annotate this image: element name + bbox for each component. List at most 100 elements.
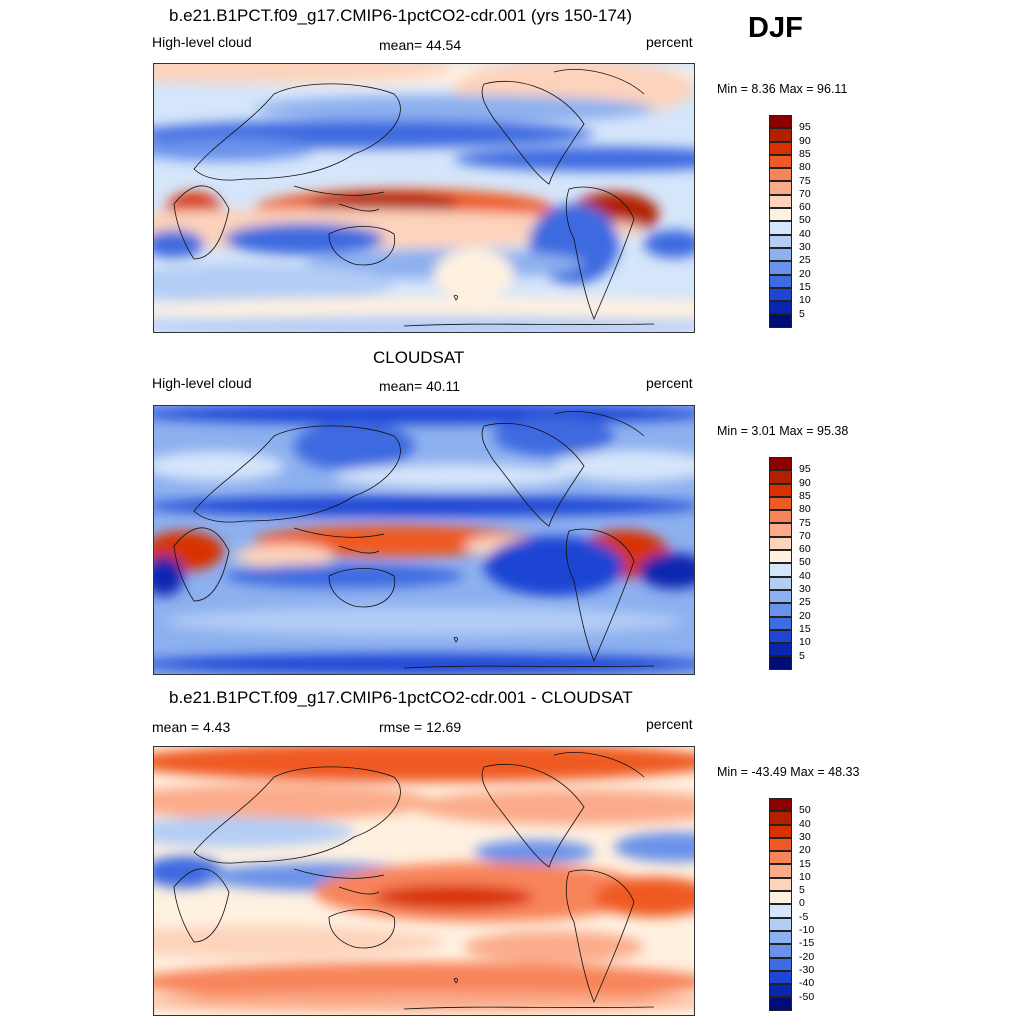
colorbar-segment <box>769 629 792 644</box>
field-contour-region <box>154 654 694 674</box>
field-contour-region <box>254 95 654 123</box>
colorbar-label: 5 <box>799 884 805 897</box>
colorbar-segment <box>769 274 792 288</box>
colorbar-segment <box>769 970 792 985</box>
colorbar-segment <box>769 643 792 657</box>
colorbar-segment <box>769 261 792 275</box>
colorbar-segment <box>769 128 792 142</box>
panel3-mean: mean = 4.43 <box>152 719 231 735</box>
colorbar-label: 70 <box>799 529 811 542</box>
colorbar-segment <box>769 864 792 878</box>
field-contour-region <box>154 992 694 1012</box>
map-field-svg <box>154 747 694 1015</box>
panel2-minmax: Min = 3.01 Max = 95.38 <box>717 424 849 438</box>
field-contour-region <box>644 230 694 258</box>
field-contour-region <box>234 544 334 568</box>
colorbar-label: 20 <box>799 844 811 857</box>
colorbar-label: -40 <box>799 977 815 990</box>
field-contour-region <box>639 553 694 589</box>
colorbar-segment <box>769 811 792 825</box>
field-contour-region <box>334 464 574 488</box>
colorbar-segment <box>769 656 792 670</box>
colorbar-label: 15 <box>799 857 811 870</box>
coastline <box>481 81 585 185</box>
colorbar-label: 50 <box>799 804 811 817</box>
colorbar-segment <box>769 168 792 182</box>
coastline <box>328 568 396 608</box>
colorbar-segment <box>769 470 792 484</box>
colorbar-segment <box>769 536 792 551</box>
field-contour-region <box>484 536 624 596</box>
colorbar-segment <box>769 208 792 222</box>
coastline <box>565 528 635 663</box>
panel1-units: percent <box>646 34 693 50</box>
colorbar-label: 85 <box>799 147 811 160</box>
colorbar-segment <box>769 851 792 865</box>
field-contour-region <box>154 264 394 304</box>
panel3-units: percent <box>646 716 693 732</box>
colorbar-label: 60 <box>799 543 811 556</box>
colorbar-segment <box>769 877 792 892</box>
colorbar-label: -20 <box>799 950 815 963</box>
colorbar-label: 15 <box>799 622 811 635</box>
colorbar-label: 95 <box>799 463 811 476</box>
colorbar-segment <box>769 247 792 262</box>
field-contour-region <box>154 64 454 83</box>
field-contour-region <box>554 450 694 482</box>
colorbar-label: 30 <box>799 830 811 843</box>
colorbar-segment <box>769 904 792 918</box>
panel3-rmse: rmse = 12.69 <box>379 719 462 735</box>
colorbar-label: 25 <box>799 596 811 609</box>
field-contour-region <box>154 297 694 321</box>
colorbar-label: -15 <box>799 937 815 950</box>
coastline <box>565 186 635 321</box>
field-contour-region <box>494 416 614 456</box>
colorbar-segment <box>769 930 792 945</box>
colorbar-segment <box>769 837 792 852</box>
colorbar-label: 15 <box>799 280 811 293</box>
coastline <box>173 185 230 260</box>
field-contour-region <box>434 249 514 299</box>
colorbar-label: -50 <box>799 990 815 1003</box>
colorbar-segment <box>769 589 792 604</box>
colorbar-label: 50 <box>799 556 811 569</box>
coastline <box>553 752 645 778</box>
panel3-minmax: Min = -43.49 Max = 48.33 <box>717 765 860 779</box>
colorbar-segment <box>769 234 792 248</box>
coastline <box>293 185 385 212</box>
colorbar-label: 30 <box>799 583 811 595</box>
panel2-units: percent <box>646 375 693 391</box>
colorbar-label: -5 <box>799 910 809 923</box>
field-contour-region <box>464 931 644 963</box>
field-contour-region <box>154 316 694 332</box>
field-contour-region <box>154 817 354 847</box>
colorbar-segment <box>769 301 792 315</box>
colorbar-label: 30 <box>799 241 811 253</box>
field-contour-region <box>454 147 694 171</box>
coastline <box>173 868 230 943</box>
field-contour-region <box>614 832 694 862</box>
colorbar-segment <box>769 141 792 155</box>
field-contour-region <box>154 962 694 1002</box>
panel3-title: b.e21.B1PCT.f09_g17.CMIP6-1pctCO2-cdr.00… <box>169 688 633 707</box>
colorbar-label: 75 <box>799 174 811 187</box>
coastline <box>293 527 385 554</box>
field-contour-region <box>224 564 464 588</box>
field-contour-region <box>154 747 694 782</box>
colorbar-label: 85 <box>799 489 811 502</box>
colorbar-segment <box>769 824 792 838</box>
colorbar-label: 95 <box>799 121 811 134</box>
colorbar-label: 50 <box>799 214 811 227</box>
colorbar-segment <box>769 917 792 931</box>
coastline <box>453 977 458 984</box>
panel3-colorbar: 50 40 30 20 15 10 5 0 -5 -10 -15 -20 -30 -40 -50 <box>769 798 814 1011</box>
colorbar-label: 90 <box>799 134 811 147</box>
colorbar-segment <box>769 510 792 524</box>
colorbar-segment <box>769 550 792 564</box>
colorbar-label: 5 <box>799 649 805 662</box>
field-contour-region <box>164 607 684 635</box>
colorbar-segment <box>769 563 792 577</box>
field-contour-region <box>414 789 694 825</box>
colorbar-label: 0 <box>799 897 805 910</box>
colorbar-label: 60 <box>799 201 811 214</box>
